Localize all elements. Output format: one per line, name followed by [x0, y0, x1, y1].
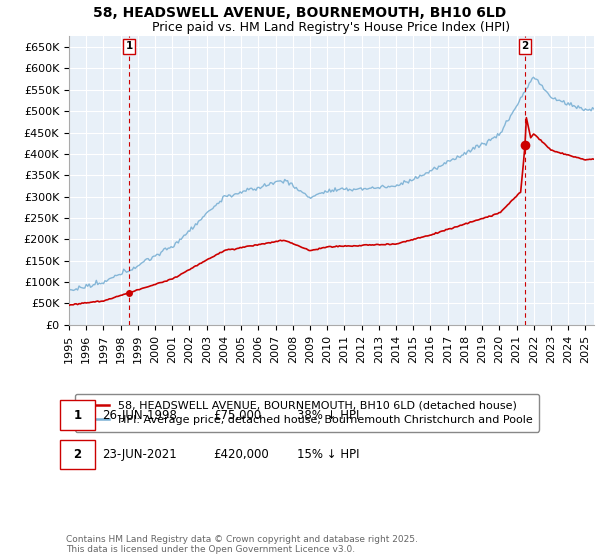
- Text: 26-JUN-1998: 26-JUN-1998: [102, 409, 177, 422]
- Text: £75,000: £75,000: [213, 409, 261, 422]
- Text: 15% ↓ HPI: 15% ↓ HPI: [297, 448, 359, 461]
- Text: Contains HM Land Registry data © Crown copyright and database right 2025.
This d: Contains HM Land Registry data © Crown c…: [66, 535, 418, 554]
- Title: Price paid vs. HM Land Registry's House Price Index (HPI): Price paid vs. HM Land Registry's House …: [152, 21, 511, 34]
- Text: 1: 1: [125, 41, 133, 52]
- Text: 38% ↓ HPI: 38% ↓ HPI: [297, 409, 359, 422]
- Text: £420,000: £420,000: [213, 448, 269, 461]
- Legend: 58, HEADSWELL AVENUE, BOURNEMOUTH, BH10 6LD (detached house), HPI: Average price: 58, HEADSWELL AVENUE, BOURNEMOUTH, BH10 …: [74, 394, 539, 432]
- Text: 2: 2: [521, 41, 529, 52]
- Text: 1: 1: [73, 409, 82, 422]
- Text: 2: 2: [73, 448, 82, 461]
- Text: 58, HEADSWELL AVENUE, BOURNEMOUTH, BH10 6LD: 58, HEADSWELL AVENUE, BOURNEMOUTH, BH10 …: [94, 6, 506, 20]
- Text: 23-JUN-2021: 23-JUN-2021: [102, 448, 177, 461]
